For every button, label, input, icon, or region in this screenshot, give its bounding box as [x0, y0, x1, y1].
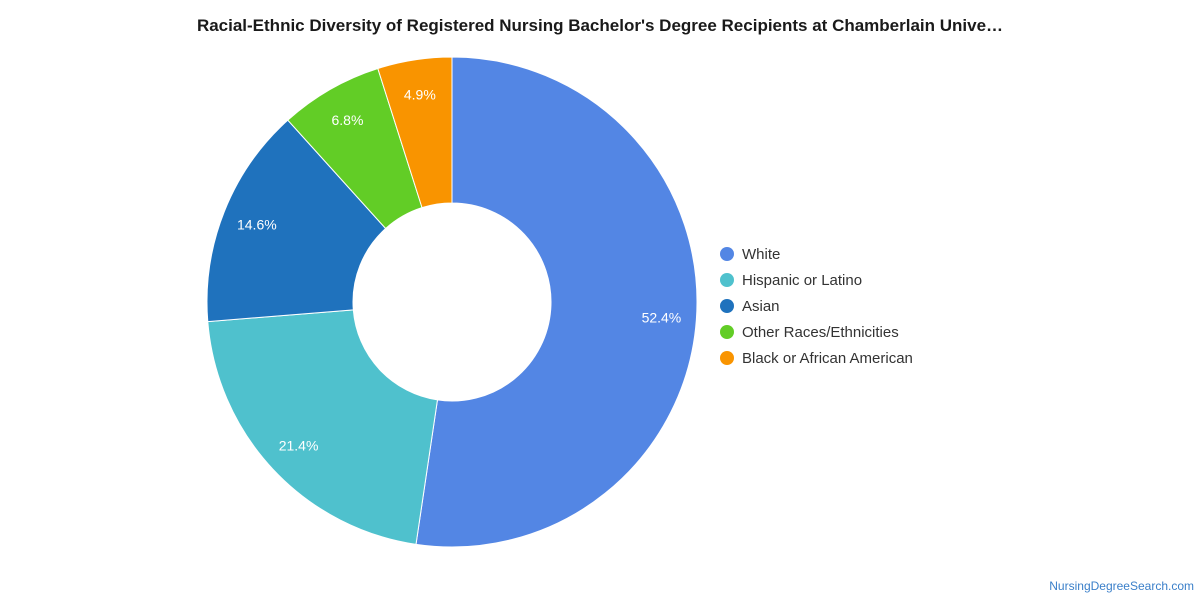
slice-white[interactable]	[415, 56, 698, 548]
slice-label-asian: 14.6%	[237, 216, 277, 232]
slice-hispanic-or-latino[interactable]	[207, 309, 439, 545]
legend-item-white[interactable]: White	[720, 241, 913, 267]
legend-item-black-or-african-american[interactable]: Black or African American	[720, 345, 913, 371]
slice-label-black-or-african-american: 4.9%	[404, 86, 436, 102]
legend-item-asian[interactable]: Asian	[720, 293, 913, 319]
slice-label-other-races-ethnicities: 6.8%	[332, 112, 364, 128]
donut-slices	[206, 56, 698, 548]
legend-label: Hispanic or Latino	[742, 271, 863, 289]
slice-black-or-african-american[interactable]	[377, 56, 453, 209]
slice-asian[interactable]	[206, 119, 387, 323]
legend-item-hispanic-or-latino[interactable]: Hispanic or Latino	[720, 267, 913, 293]
legend-label: Asian	[742, 297, 780, 315]
source-link[interactable]: NursingDegreeSearch.com	[1049, 579, 1194, 593]
legend-swatch-icon	[720, 351, 734, 365]
slice-labels: 52.4% 21.4% 14.6% 6.8% 4.9%	[237, 86, 681, 453]
legend-swatch-icon	[720, 273, 734, 287]
legend: White Hispanic or Latino Asian Other Races/…	[720, 241, 913, 371]
slice-label-white: 52.4%	[642, 309, 682, 325]
legend-label: White	[742, 245, 781, 263]
legend-swatch-icon	[720, 299, 734, 313]
legend-swatch-icon	[720, 325, 734, 339]
chart-title: Racial-Ethnic Diversity of Registered Nu…	[196, 16, 1004, 35]
legend-swatch-icon	[720, 247, 734, 261]
slice-label-hispanic-or-latino: 21.4%	[279, 437, 319, 453]
legend-label: Other Races/Ethnicities	[742, 323, 899, 341]
legend-item-other-races-ethnicities[interactable]: Other Races/Ethnicities	[720, 319, 913, 345]
legend-label: Black or African American	[742, 349, 913, 367]
